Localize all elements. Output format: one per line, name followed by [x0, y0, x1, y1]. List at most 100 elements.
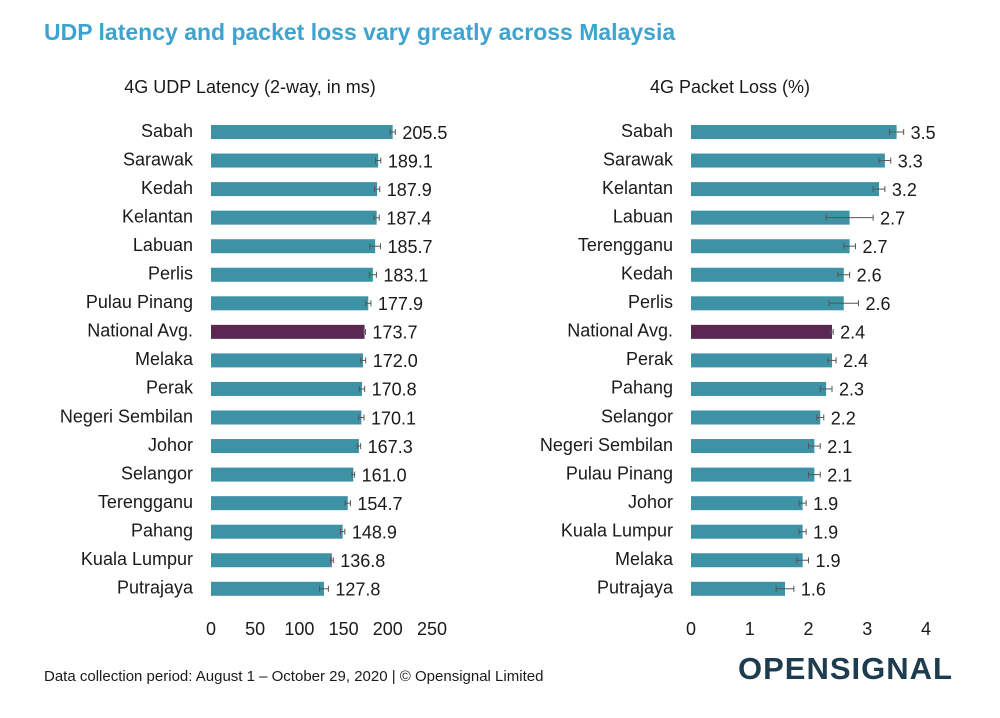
bar — [691, 296, 844, 311]
x-tick-label: 150 — [329, 619, 359, 639]
bar — [691, 496, 803, 511]
value-label: 170.8 — [372, 380, 417, 400]
value-label: 3.3 — [898, 151, 923, 171]
category-label: Pahang — [131, 520, 193, 540]
value-label: 2.2 — [831, 408, 856, 428]
x-tick-label: 200 — [373, 619, 403, 639]
page-title: UDP latency and packet loss vary greatly… — [44, 19, 675, 45]
bar — [691, 239, 850, 254]
value-label: 185.7 — [387, 237, 432, 257]
footer: Data collection period: August 1 – Octob… — [44, 668, 543, 685]
value-label: 1.6 — [801, 580, 826, 600]
category-label: Sabah — [621, 121, 673, 141]
bar — [691, 381, 827, 396]
bar — [211, 353, 364, 368]
bar — [211, 267, 373, 282]
value-label: 183.1 — [383, 266, 428, 286]
bar — [691, 267, 844, 282]
value-label: 170.1 — [371, 408, 416, 428]
category-label: Putrajaya — [597, 578, 674, 598]
bar — [691, 410, 821, 425]
category-label: Perlis — [148, 264, 193, 284]
bar — [691, 581, 785, 596]
bar — [691, 553, 803, 568]
value-label: 2.1 — [827, 465, 852, 485]
value-label: 173.7 — [372, 323, 417, 343]
category-label: Perak — [146, 378, 194, 398]
bar — [211, 496, 348, 511]
value-label: 167.3 — [368, 437, 413, 457]
chart-title: 4G UDP Latency (2-way, in ms) — [124, 77, 375, 97]
value-label: 154.7 — [357, 494, 402, 514]
category-label: Negeri Sembilan — [60, 406, 193, 426]
bar — [691, 153, 885, 168]
category-label: Pulau Pinang — [86, 292, 193, 312]
value-label: 127.8 — [335, 580, 380, 600]
category-label: Labuan — [613, 206, 673, 226]
category-label: Kuala Lumpur — [81, 549, 193, 569]
category-label: National Avg. — [87, 321, 193, 341]
value-label: 187.4 — [386, 208, 431, 228]
bar — [691, 210, 850, 225]
category-label: Terengganu — [578, 235, 673, 255]
x-tick-label: 0 — [206, 619, 216, 639]
x-tick-label: 50 — [245, 619, 265, 639]
category-label: Johor — [148, 435, 193, 455]
bar — [691, 524, 803, 539]
value-label: 2.7 — [863, 237, 888, 257]
bar — [211, 182, 378, 197]
category-label: Selangor — [601, 406, 673, 426]
category-label: Sabah — [141, 121, 193, 141]
bar — [691, 182, 879, 197]
x-tick-label: 1 — [745, 619, 755, 639]
value-label: 189.1 — [388, 151, 433, 171]
value-label: 187.9 — [387, 180, 432, 200]
value-label: 172.0 — [373, 351, 418, 371]
category-label: Selangor — [121, 463, 193, 483]
value-label: 3.2 — [892, 180, 917, 200]
bar — [211, 324, 365, 339]
x-tick-label: 0 — [686, 619, 696, 639]
chart-title: 4G Packet Loss (%) — [650, 77, 810, 97]
category-label: Melaka — [615, 549, 674, 569]
category-label: Pulau Pinang — [566, 463, 673, 483]
value-label: 2.4 — [843, 351, 868, 371]
value-label: 1.9 — [816, 551, 841, 571]
category-label: Johor — [628, 492, 673, 512]
category-label: Melaka — [135, 349, 194, 369]
value-label: 148.9 — [352, 522, 397, 542]
category-label: Kelantan — [602, 178, 673, 198]
x-tick-label: 100 — [284, 619, 314, 639]
value-label: 2.7 — [880, 208, 905, 228]
category-label: Negeri Sembilan — [540, 435, 673, 455]
bar — [211, 467, 354, 482]
bar — [211, 210, 377, 225]
category-label: Pahang — [611, 378, 673, 398]
value-label: 161.0 — [362, 465, 407, 485]
category-label: Perak — [626, 349, 674, 369]
bar — [691, 324, 832, 339]
category-label: Terengganu — [98, 492, 193, 512]
value-label: 2.1 — [827, 437, 852, 457]
value-label: 3.5 — [911, 123, 936, 143]
value-label: 2.6 — [857, 266, 882, 286]
category-label: Kedah — [141, 178, 193, 198]
bar — [211, 410, 362, 425]
bar — [211, 239, 376, 254]
category-label: Kuala Lumpur — [561, 520, 673, 540]
bar — [211, 439, 359, 454]
value-label: 205.5 — [402, 123, 447, 143]
category-label: Putrajaya — [117, 578, 194, 598]
value-label: 2.3 — [839, 380, 864, 400]
bar — [691, 353, 832, 368]
category-label: Perlis — [628, 292, 673, 312]
bar — [211, 381, 362, 396]
logo: OPENSIGNAL — [738, 651, 953, 686]
bar — [211, 153, 379, 168]
value-label: 1.9 — [813, 494, 838, 514]
x-tick-label: 3 — [862, 619, 872, 639]
x-tick-label: 2 — [803, 619, 813, 639]
bar — [691, 467, 815, 482]
category-label: Sarawak — [123, 149, 194, 169]
